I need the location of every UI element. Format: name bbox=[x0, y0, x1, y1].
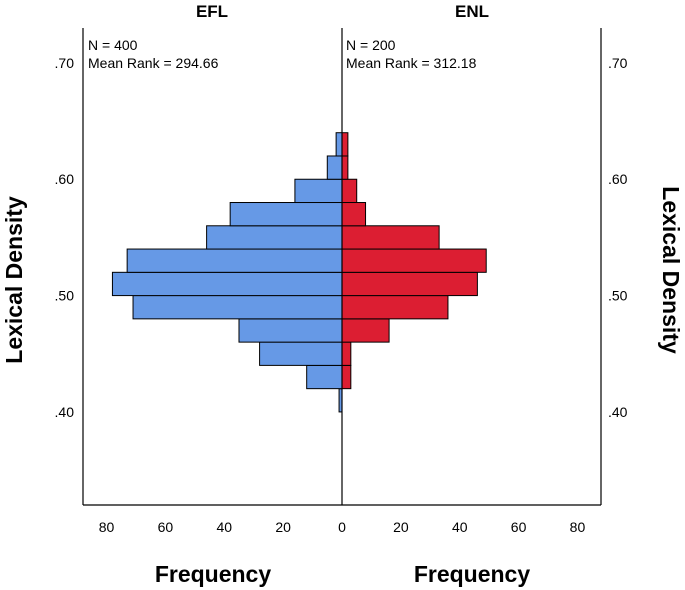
enl-bar-1 bbox=[341, 341, 352, 366]
enl-bar-8 bbox=[341, 178, 358, 204]
x-axis-title-left: Frequency bbox=[155, 561, 272, 587]
y-tick-left-0: .40 bbox=[55, 404, 75, 420]
x-tick-left-3: 60 bbox=[158, 519, 174, 535]
x-tick-left-4: 80 bbox=[99, 519, 115, 535]
x-tick-right-4: 80 bbox=[570, 519, 586, 535]
y-tick-right-2: .60 bbox=[608, 171, 628, 187]
x-axis-title-right: Frequency bbox=[414, 561, 531, 587]
y-tick-right-1: .50 bbox=[608, 288, 628, 304]
x-tick-left-0: 0 bbox=[338, 519, 346, 535]
efl-bar-1 bbox=[306, 364, 343, 390]
efl-bar-11 bbox=[335, 132, 343, 157]
x-tick-left-2: 40 bbox=[216, 519, 232, 535]
efl-n-label: N = 400 bbox=[88, 37, 138, 53]
efl-bar-5 bbox=[111, 271, 343, 297]
efl-bar-8 bbox=[229, 202, 343, 227]
enl-mean-rank-label: Mean Rank = 312.18 bbox=[346, 55, 477, 71]
x-tick-right-3: 60 bbox=[511, 519, 527, 535]
enl-bar-2 bbox=[341, 318, 390, 343]
efl-bar-10 bbox=[326, 155, 343, 180]
x-tick-left-1: 20 bbox=[275, 519, 291, 535]
axes-layer bbox=[82, 28, 602, 506]
efl-bar-4 bbox=[132, 295, 343, 320]
y-tick-right-0: .40 bbox=[608, 404, 628, 420]
ticks-layer: .40 .40 .50 .50 .60 .60 .70 .70 0 20 20 40 40 60 60 80 8… bbox=[55, 55, 628, 535]
efl-bar-3 bbox=[238, 318, 343, 343]
enl-bar-10 bbox=[341, 132, 349, 157]
efl-bar-2 bbox=[259, 341, 343, 366]
enl-bar-7 bbox=[341, 202, 367, 227]
y-tick-right-3: .70 bbox=[608, 55, 628, 71]
efl-bar-6 bbox=[126, 248, 343, 273]
enl-bar-5 bbox=[341, 248, 487, 273]
y-tick-left-2: .60 bbox=[55, 171, 75, 187]
enl-bar-4 bbox=[341, 271, 478, 297]
enl-bar-3 bbox=[341, 295, 449, 320]
enl-bar-6 bbox=[341, 225, 440, 250]
enl-n-label: N = 200 bbox=[346, 37, 396, 53]
x-tick-right-2: 40 bbox=[452, 519, 468, 535]
y-axis-title-right: Lexical Density bbox=[658, 186, 684, 354]
efl-bar-7 bbox=[206, 225, 343, 250]
group-title-efl: EFL bbox=[196, 2, 228, 21]
enl-bar-0 bbox=[341, 364, 352, 390]
efl-mean-rank-label: Mean Rank = 294.66 bbox=[88, 55, 219, 71]
group-title-enl: ENL bbox=[455, 2, 489, 21]
y-axis-title-left: Lexical Density bbox=[1, 196, 27, 364]
y-tick-left-1: .50 bbox=[55, 288, 75, 304]
enl-bar-9 bbox=[341, 155, 349, 180]
bars-layer bbox=[111, 132, 487, 413]
y-tick-left-3: .70 bbox=[55, 55, 75, 71]
efl-bar-9 bbox=[294, 178, 343, 204]
x-tick-right-1: 20 bbox=[393, 519, 409, 535]
